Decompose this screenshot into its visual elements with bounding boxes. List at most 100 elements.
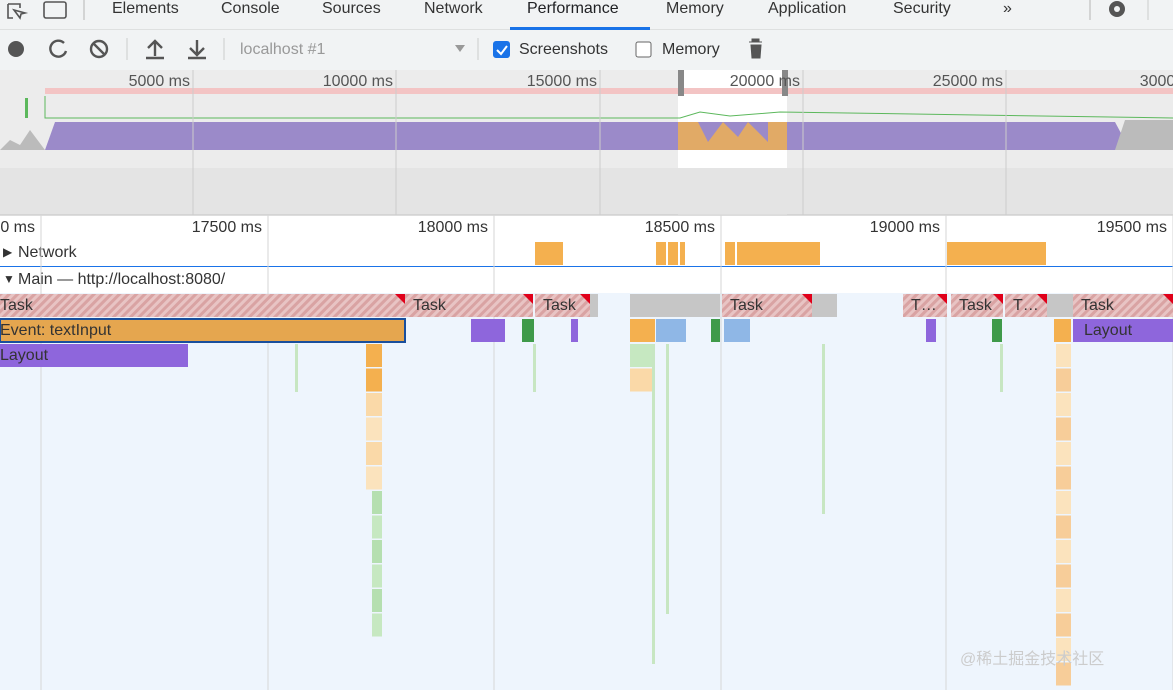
download-button[interactable] — [188, 40, 206, 60]
call-frame — [1056, 613, 1071, 637]
call-frame — [372, 540, 382, 563]
tab[interactable]: Console — [221, 0, 280, 17]
long-task-marker — [523, 294, 533, 304]
tab[interactable]: Sources — [322, 0, 381, 17]
event[interactable] — [992, 319, 1002, 342]
task[interactable] — [812, 294, 837, 317]
call-frame — [533, 344, 536, 392]
task[interactable] — [590, 294, 598, 317]
event[interactable] — [571, 319, 578, 342]
network-request — [725, 242, 735, 265]
reload-button[interactable] — [49, 39, 68, 58]
call-frame — [366, 417, 382, 441]
long-task-marker — [1037, 294, 1047, 304]
task[interactable] — [535, 294, 590, 317]
tab-icons — [7, 0, 1091, 20]
svg-text:▼: ▼ — [3, 272, 15, 286]
task[interactable] — [951, 294, 1003, 317]
call-frame — [372, 613, 382, 637]
task-label: Task — [1081, 297, 1115, 314]
screenshots-label[interactable]: Screenshots — [519, 41, 608, 58]
clear-button[interactable] — [89, 39, 109, 59]
event[interactable] — [630, 319, 655, 342]
call-frame — [1056, 393, 1071, 416]
event[interactable] — [0, 318, 406, 343]
call-frame — [1056, 540, 1071, 563]
event[interactable] — [926, 319, 936, 342]
tab[interactable]: Application — [768, 0, 846, 17]
tab[interactable]: Performance — [527, 0, 619, 17]
long-task-marker — [1163, 294, 1173, 304]
event[interactable] — [471, 319, 505, 342]
call-frame — [372, 491, 382, 514]
call-frame — [1056, 589, 1071, 612]
task-label: Task — [413, 297, 447, 314]
active-tab-indicator — [510, 27, 650, 30]
memory-label[interactable]: Memory — [662, 41, 720, 58]
tab[interactable]: » — [1003, 0, 1012, 17]
event[interactable] — [1073, 319, 1173, 342]
long-task-marker — [395, 294, 405, 304]
call-frame — [1056, 442, 1071, 465]
call-frame — [1056, 564, 1071, 588]
network-track[interactable]: Network — [18, 244, 78, 261]
timeline-tick-label: 17500 ms — [192, 219, 262, 236]
event[interactable] — [656, 319, 686, 342]
long-task-marker — [937, 294, 947, 304]
call-frame — [1056, 466, 1071, 490]
call-frame — [1056, 344, 1071, 367]
tab[interactable]: Security — [893, 0, 951, 17]
call-frame — [630, 344, 655, 367]
tab[interactable]: Network — [424, 0, 484, 17]
upload-button[interactable] — [146, 39, 164, 60]
overview-tick-label: 20000 ms — [730, 73, 800, 90]
network-request — [535, 242, 563, 265]
call-frame — [822, 344, 825, 514]
task[interactable] — [405, 294, 533, 317]
event[interactable] — [1054, 319, 1071, 342]
layout-label: Layout — [0, 347, 49, 364]
task[interactable] — [0, 294, 405, 317]
call-frame — [366, 368, 382, 392]
call-frame — [630, 368, 655, 392]
target-select[interactable]: localhost #1 — [240, 41, 325, 58]
trash-button[interactable] — [749, 38, 762, 59]
overview-tick-label: 5000 ms — [129, 73, 190, 90]
task-label: Task — [959, 297, 993, 314]
memory-checkbox[interactable] — [635, 41, 652, 58]
event[interactable] — [522, 319, 534, 342]
timeline-tick-label: 18500 ms — [645, 219, 715, 236]
event[interactable] — [724, 319, 750, 342]
call-frame — [1056, 491, 1071, 514]
overview-tick-label: 10000 ms — [323, 73, 393, 90]
task[interactable] — [1073, 294, 1173, 317]
task-label: Task — [730, 297, 764, 314]
tab[interactable]: Elements — [112, 0, 179, 17]
call-frame — [366, 393, 382, 416]
event[interactable] — [711, 319, 720, 342]
record-button[interactable] — [8, 41, 24, 57]
call-frame — [666, 344, 669, 614]
task[interactable] — [1047, 294, 1073, 317]
screenshots-checkbox[interactable] — [493, 41, 510, 58]
main-track[interactable]: Main — http://localhost:8080/ — [18, 271, 226, 288]
network-request — [947, 242, 1046, 265]
call-frame — [1056, 417, 1071, 441]
event-label: Event: textInput — [0, 322, 112, 339]
flame-chart — [0, 293, 1173, 690]
long-task-marker — [580, 294, 590, 304]
task[interactable] — [630, 294, 720, 317]
network-request — [680, 242, 685, 265]
layout-block[interactable] — [0, 344, 188, 367]
call-frame — [366, 344, 382, 367]
tab[interactable]: Memory — [666, 0, 724, 17]
task[interactable] — [1005, 294, 1047, 317]
task[interactable] — [722, 294, 812, 317]
task[interactable] — [903, 294, 947, 317]
toolbar — [0, 30, 1173, 70]
call-frame — [366, 466, 382, 490]
event-label: Layout — [1084, 322, 1133, 339]
